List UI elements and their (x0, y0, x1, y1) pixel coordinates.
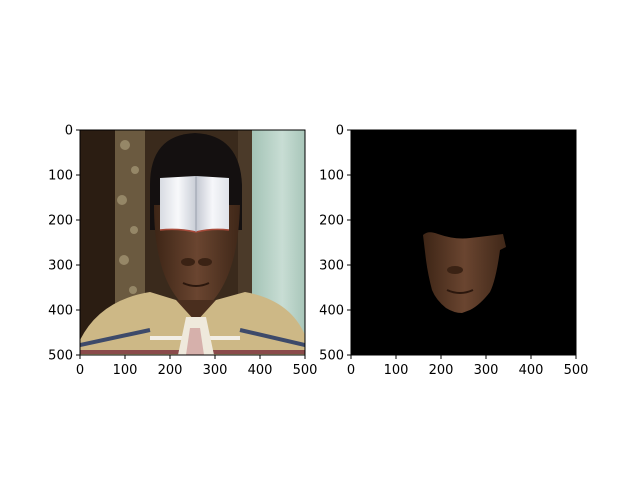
left-x-tick-label: 200 (158, 363, 183, 378)
right-x-tick-label: 300 (474, 363, 499, 378)
left-y-tick-label: 200 (48, 214, 73, 229)
right-x-tick-label: 100 (384, 363, 409, 378)
right-y-tick-label: 500 (319, 349, 344, 364)
left-x-tick-label: 300 (203, 363, 228, 378)
right-y-tick-label: 300 (319, 259, 344, 274)
right-x-tick-label: 500 (564, 363, 589, 378)
left-x-tick-label: 500 (293, 363, 318, 378)
right-x-tick-label: 0 (347, 363, 355, 378)
right-y-tick-label: 200 (319, 214, 344, 229)
left-image-axes: 0 100 200 300 400 500 0 100 200 300 400 500 (48, 124, 317, 379)
left-x-ticks: 0 100 200 300 400 500 (76, 355, 318, 378)
left-x-tick-label: 400 (248, 363, 273, 378)
book-occluder (160, 176, 229, 232)
right-y-tick-label: 100 (319, 169, 344, 184)
photo-image (80, 130, 305, 355)
right-x-tick-label: 400 (519, 363, 544, 378)
mask-image (351, 130, 576, 355)
left-y-tick-label: 400 (48, 304, 73, 319)
left-y-tick-label: 0 (65, 124, 73, 139)
left-x-tick-label: 100 (113, 363, 138, 378)
right-y-tick-label: 400 (319, 304, 344, 319)
left-y-ticks: 0 100 200 300 400 500 (48, 124, 80, 364)
left-x-tick-label: 0 (76, 363, 84, 378)
right-image-axes: 0 100 200 300 400 500 0 100 200 300 400 500 (319, 124, 588, 379)
left-y-tick-label: 300 (48, 259, 73, 274)
left-y-tick-label: 100 (48, 169, 73, 184)
left-y-tick-label: 500 (48, 349, 73, 364)
right-x-ticks: 0 100 200 300 400 500 (347, 355, 589, 378)
right-x-tick-label: 200 (429, 363, 454, 378)
right-y-tick-label: 0 (336, 124, 344, 139)
right-y-ticks: 0 100 200 300 400 500 (319, 124, 351, 364)
